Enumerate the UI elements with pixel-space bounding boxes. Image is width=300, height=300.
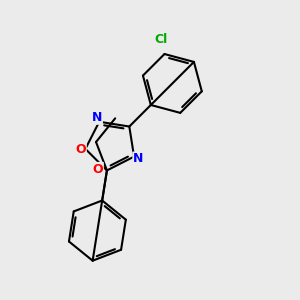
Text: Cl: Cl: [154, 33, 167, 46]
Text: N: N: [133, 152, 143, 165]
Text: N: N: [92, 111, 102, 124]
Text: O: O: [93, 163, 103, 176]
Text: O: O: [76, 143, 86, 156]
